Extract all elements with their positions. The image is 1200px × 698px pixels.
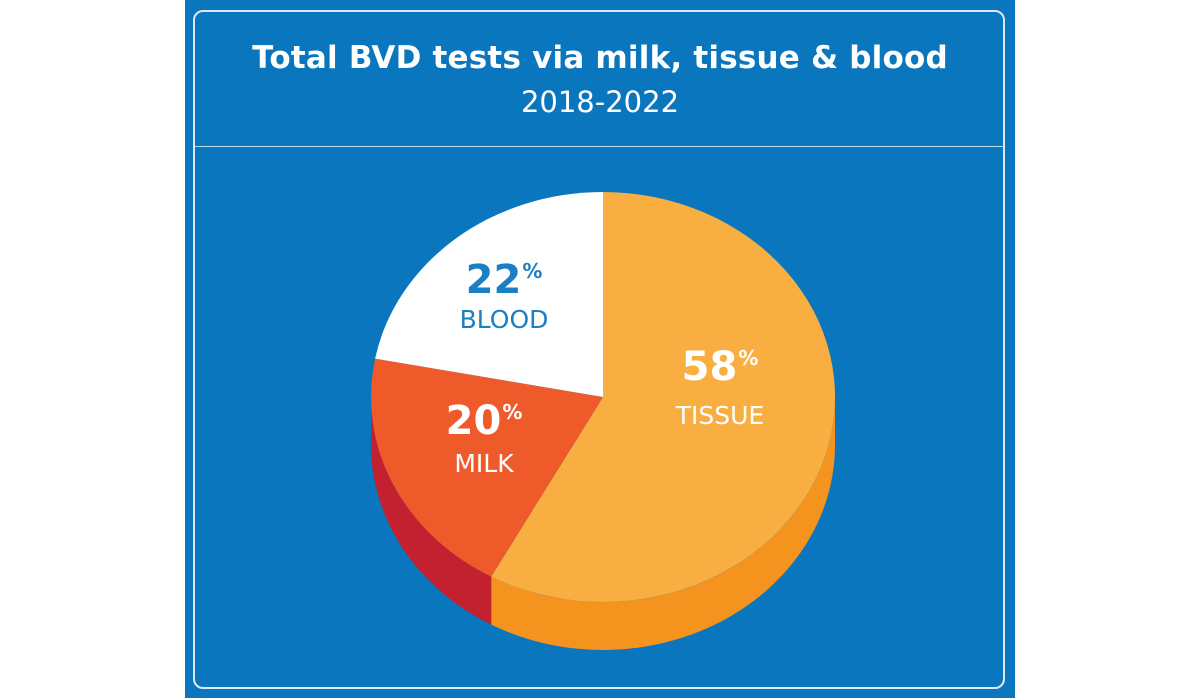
title-divider: [195, 146, 1003, 147]
pie-sides: [371, 397, 835, 651]
pie-slice-milk: [370, 358, 603, 577]
slice-value-number-blood: 22: [466, 257, 522, 303]
slice-value-tissue: 58%: [682, 344, 759, 390]
slice-value-number-tissue: 58: [682, 344, 738, 390]
pie-slice-tissue: [491, 192, 835, 602]
slice-value-blood: 22%: [466, 257, 543, 303]
slice-value-milk: 20%: [446, 398, 523, 444]
chart-title: Total BVD tests via milk, tissue & blood: [252, 40, 948, 76]
pie-slice-blood: [375, 192, 603, 397]
slice-value-unit-tissue: %: [738, 346, 758, 370]
slice-label-blood: BLOOD: [460, 305, 549, 334]
pie-tops: [370, 192, 835, 602]
pie-side-tissue: [491, 397, 835, 651]
slice-label-milk: MILK: [454, 449, 514, 478]
slice-label-tissue: TISSUE: [675, 401, 764, 430]
slice-value-unit-milk: %: [502, 400, 522, 424]
slice-value-number-milk: 20: [446, 398, 502, 444]
chart-frame: [193, 10, 1005, 689]
pie-side-milk: [371, 397, 492, 625]
slice-value-unit-blood: %: [522, 259, 542, 283]
chart-subtitle: 2018-2022: [520, 85, 680, 119]
